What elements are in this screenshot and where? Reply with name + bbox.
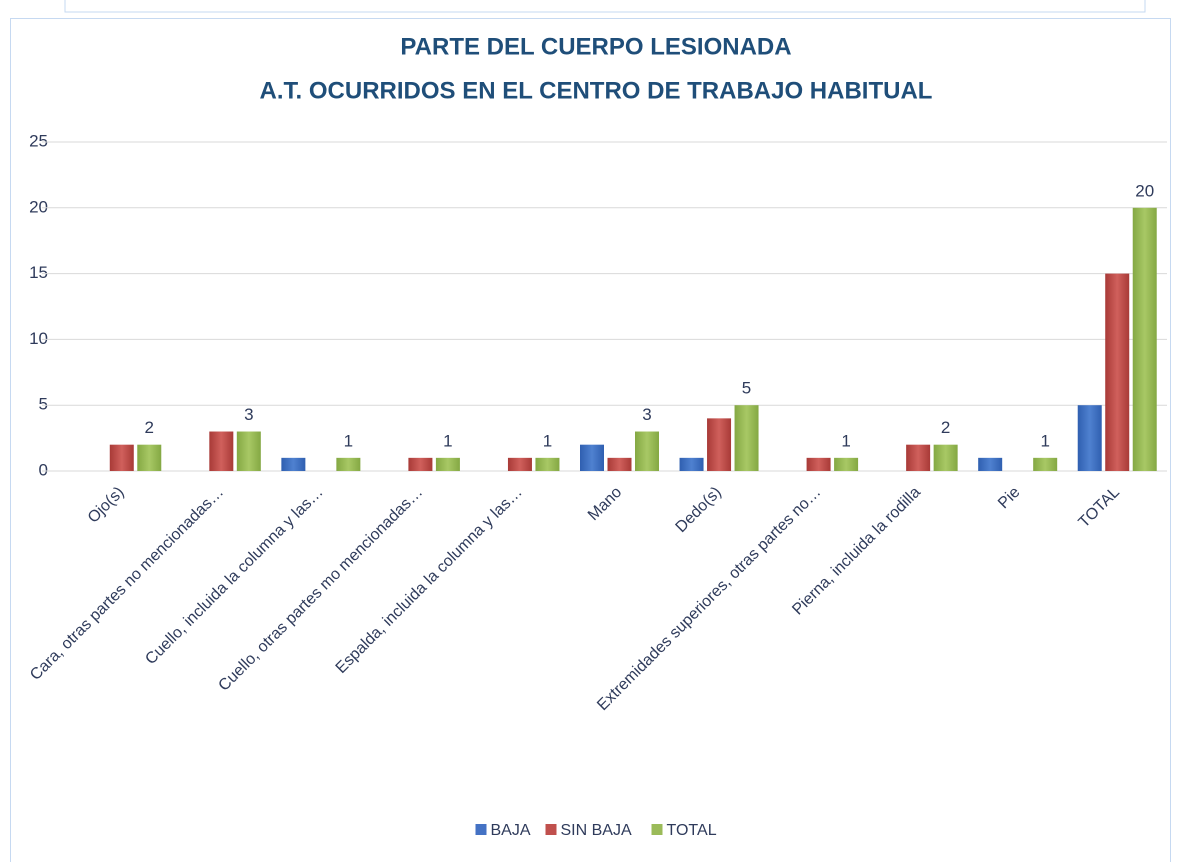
bar	[679, 457, 704, 471]
bar	[580, 444, 604, 471]
bar	[834, 457, 859, 471]
bar	[1033, 457, 1058, 471]
y-tick-label: 0	[39, 460, 48, 479]
top-box	[64, 0, 1146, 13]
chart-title: PARTE DEL CUERPO LESIONADA	[400, 33, 791, 60]
data-label: 3	[642, 405, 651, 424]
data-label: 1	[1040, 431, 1049, 450]
bar	[535, 457, 560, 471]
y-tick-label: 20	[29, 197, 48, 216]
data-label: 1	[344, 431, 353, 450]
data-label: 2	[145, 418, 154, 437]
bar	[336, 457, 361, 471]
data-label: 1	[443, 431, 452, 450]
bar	[236, 431, 261, 471]
y-tick-label: 5	[39, 395, 48, 414]
bar	[635, 431, 659, 471]
bar	[906, 444, 931, 471]
y-tick-label: 10	[29, 329, 48, 348]
legend-label: SIN BAJA	[561, 822, 632, 839]
bar	[1077, 405, 1102, 471]
bar	[209, 431, 234, 471]
bar	[109, 444, 134, 471]
legend-label: TOTAL	[667, 822, 717, 839]
bar	[707, 418, 732, 471]
data-label: 3	[244, 405, 253, 424]
legend-swatch	[475, 824, 487, 835]
bar	[408, 457, 433, 471]
data-label: 5	[742, 379, 751, 398]
bar	[806, 457, 831, 471]
data-label: 1	[841, 431, 850, 450]
bar	[1132, 207, 1157, 472]
bar	[933, 444, 958, 471]
data-label: 20	[1135, 181, 1154, 200]
bar	[281, 457, 306, 471]
legend-swatch	[545, 824, 557, 835]
bar	[507, 457, 532, 471]
data-label: 1	[543, 431, 552, 450]
legend-swatch	[651, 824, 663, 835]
bar	[137, 444, 162, 471]
bar	[978, 457, 1003, 471]
y-tick-label: 25	[29, 131, 48, 150]
chart-title: A.T. OCURRIDOS EN EL CENTRO DE TRABAJO H…	[260, 77, 933, 104]
data-label: 2	[941, 418, 950, 437]
bar	[435, 457, 460, 471]
y-tick-label: 15	[29, 263, 48, 282]
bar	[607, 457, 632, 471]
legend-label: BAJA	[491, 822, 531, 839]
chart-frame	[10, 18, 1171, 862]
bar	[1105, 273, 1130, 471]
bar	[734, 405, 759, 471]
